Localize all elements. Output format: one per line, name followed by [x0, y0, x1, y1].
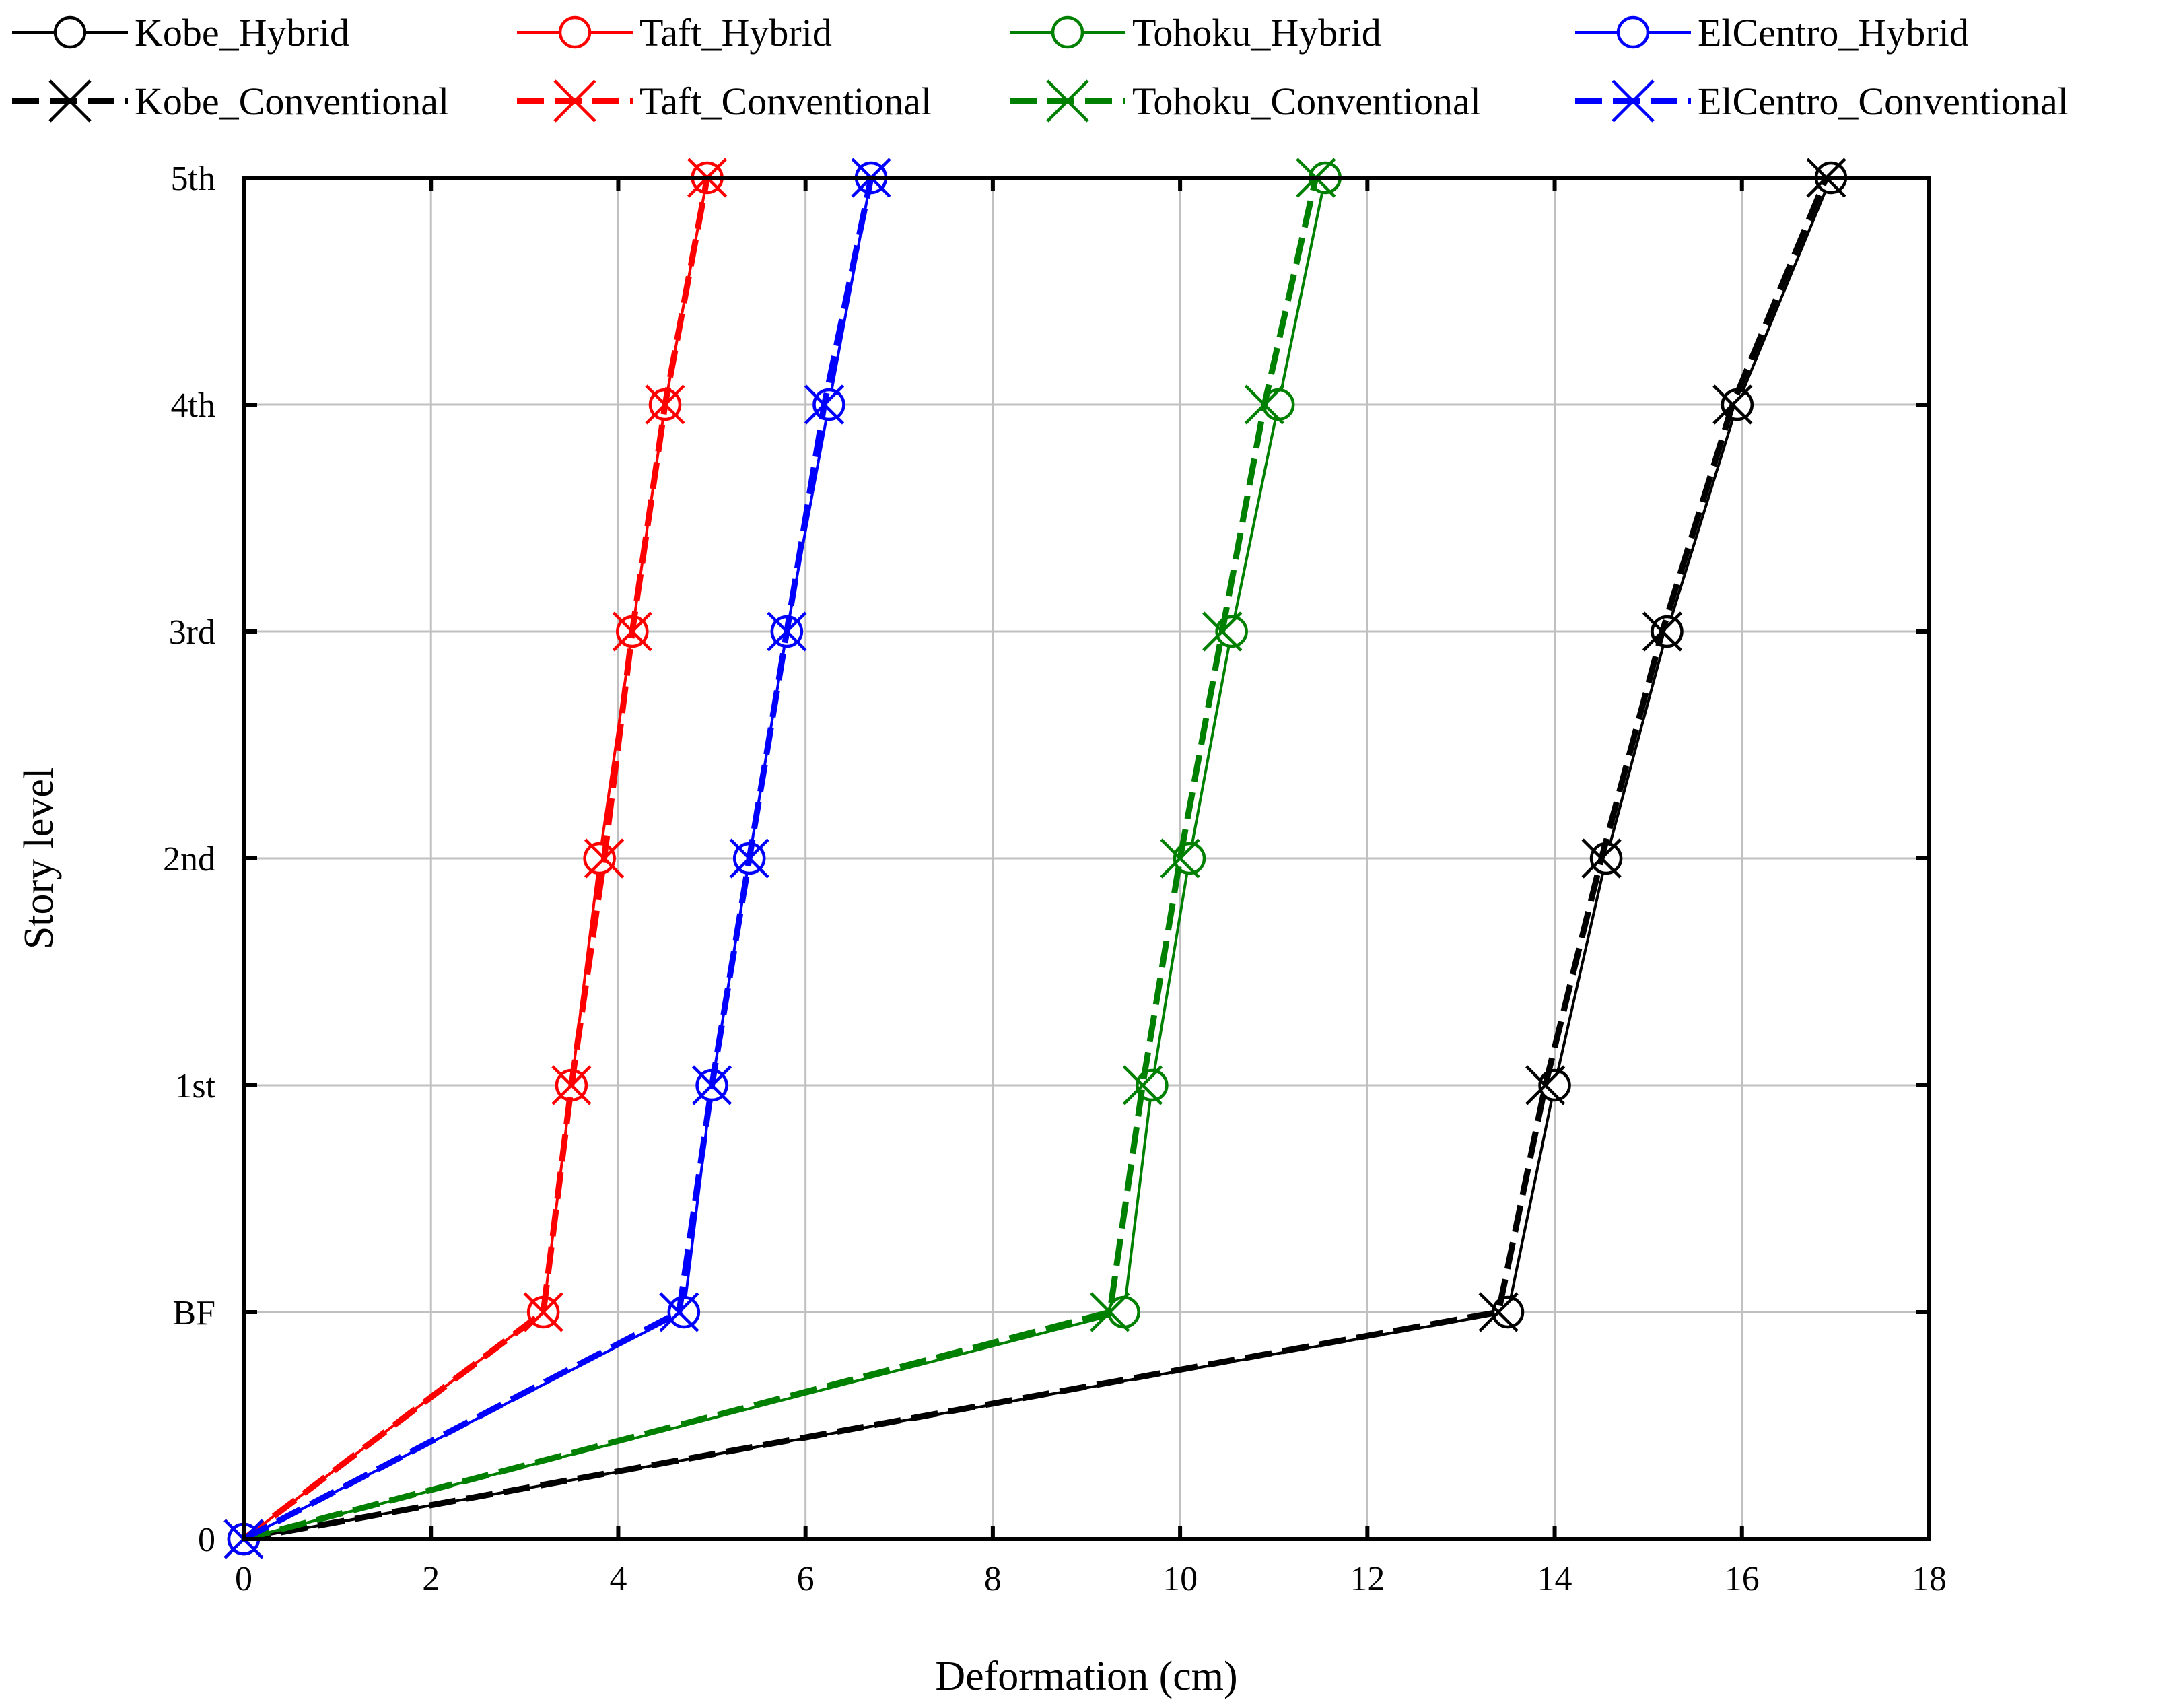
data-point-tohoku-conventional-stroke-b	[1244, 384, 1284, 425]
x-axis-label: Deformation (cm)	[935, 1653, 1237, 1699]
data-point-elcentro-conventional	[767, 611, 807, 652]
y-tick-label: 0	[198, 1521, 215, 1559]
legend-marker	[48, 79, 92, 123]
legend-item-kobe-hybrid: Kobe_Hybrid	[12, 11, 349, 55]
data-point-kobe-conventional	[1478, 1292, 1519, 1332]
legend-item-kobe-conventional: Kobe_Conventional	[12, 79, 449, 123]
data-point-elcentro-conventional	[804, 384, 845, 425]
x-tick-label: 18	[1912, 1560, 1947, 1598]
legend-item-tohoku-hybrid: Tohoku_Hybrid	[1010, 11, 1381, 55]
data-point-kobe-conventional-stroke-b	[1712, 384, 1753, 425]
data-point-elcentro-conventional	[691, 1065, 732, 1105]
axis-ticks: 0 2 4 6 8 10 12 14 16 18 0 BF 1st 2nd 3rd 4th 5th	[163, 160, 1947, 1598]
legend-item-taft-hybrid: Taft_Hybrid	[517, 11, 832, 55]
legend-marker	[53, 15, 87, 49]
legend-label: ElCentro_Hybrid	[1698, 11, 1969, 55]
legend-marker-stroke-b	[48, 79, 92, 123]
series-taft-conventional	[223, 158, 728, 1559]
legend-item-taft-conventional: Taft_Conventional	[517, 79, 932, 123]
legend-marker	[553, 79, 596, 123]
data-point-taft-conventional-stroke-b	[523, 1292, 563, 1332]
data-point-taft-conventional	[523, 1292, 563, 1332]
data-point-taft-hybrid	[583, 842, 616, 875]
legend-marker	[1046, 79, 1089, 123]
data-point-kobe-conventional	[1642, 611, 1683, 652]
y-tick-label: 3rd	[169, 613, 215, 652]
data-point-tohoku-conventional	[1122, 1065, 1163, 1105]
x-tick-label: 0	[235, 1560, 252, 1598]
data-point-tohoku-conventional	[1244, 384, 1284, 425]
data-point-taft-conventional-stroke-b	[645, 384, 685, 425]
legend-item-elcentro-conventional: ElCentro_Conventional	[1575, 79, 2069, 123]
data-point-tohoku-conventional	[1090, 1292, 1130, 1332]
data-point-taft-conventional	[645, 384, 685, 425]
data-point-elcentro-hybrid	[667, 1295, 701, 1329]
data-point-taft-conventional	[551, 1065, 592, 1105]
y-tick-label: 4th	[171, 386, 215, 425]
legend-label: Kobe_Hybrid	[135, 11, 349, 55]
legend-label: Kobe_Conventional	[135, 79, 449, 123]
legend-marker	[1612, 79, 1655, 123]
legend-marker	[1616, 15, 1650, 49]
legend-item-elcentro-hybrid: ElCentro_Hybrid	[1575, 11, 1969, 55]
data-point-kobe-conventional	[1712, 384, 1753, 425]
data-point-tohoku-conventional-stroke-b	[1160, 838, 1200, 879]
data-point-tohoku-conventional-stroke-b	[1202, 611, 1243, 652]
legend-label: Tohoku_Conventional	[1132, 79, 1481, 123]
data-point-elcentro-conventional	[659, 1292, 699, 1332]
x-tick-label: 12	[1350, 1560, 1385, 1598]
legend-marker-stroke-b	[1046, 79, 1089, 123]
legend-marker-stroke-b	[1612, 79, 1655, 123]
y-axis-label: Story level	[16, 767, 62, 949]
x-tick-label: 6	[797, 1560, 815, 1598]
data-point-elcentro-conventional-stroke-b	[804, 384, 845, 425]
data-point-kobe-conventional	[1525, 1065, 1566, 1105]
data-point-tohoku-conventional	[1202, 611, 1243, 652]
data-point-kobe-conventional-stroke-b	[1525, 1065, 1566, 1105]
x-tick-label: 16	[1725, 1560, 1760, 1598]
y-tick-label: 1st	[174, 1067, 215, 1105]
legend-marker-stroke-b	[553, 79, 596, 123]
y-tick-label: 2nd	[163, 840, 215, 879]
x-tick-label: 4	[609, 1560, 627, 1598]
legend-label: Taft_Hybrid	[639, 11, 832, 55]
x-tick-label: 2	[422, 1560, 440, 1598]
data-point-tohoku-conventional-stroke-b	[1090, 1292, 1130, 1332]
legend-label: Tohoku_Hybrid	[1132, 11, 1381, 55]
data-point-taft-conventional-stroke-b	[551, 1065, 592, 1105]
data-point-tohoku-conventional-stroke-b	[1122, 1065, 1163, 1105]
legend-item-tohoku-conventional: Tohoku_Conventional	[1010, 79, 1481, 123]
data-point-kobe-conventional-stroke-b	[1642, 611, 1683, 652]
data-point-taft-conventional	[612, 611, 652, 652]
legend-label: ElCentro_Conventional	[1698, 79, 2069, 123]
x-tick-label: 14	[1537, 1560, 1572, 1598]
data-point-elcentro-conventional-stroke-b	[767, 611, 807, 652]
x-tick-label: 10	[1163, 1560, 1198, 1598]
legend: Kobe_Hybrid Taft_Hybrid Tohoku_Hybrid ElCen…	[12, 11, 2069, 123]
data-point-elcentro-conventional-stroke-b	[691, 1065, 732, 1105]
data-point-kobe-conventional	[1581, 838, 1622, 879]
data-point-taft-conventional-stroke-b	[584, 838, 625, 879]
legend-marker	[1051, 15, 1084, 49]
data-point-taft-conventional-stroke-b	[612, 611, 652, 652]
data-point-elcentro-conventional	[729, 838, 769, 879]
series-layer	[223, 158, 1848, 1559]
data-point-kobe-conventional-stroke-b	[1478, 1292, 1519, 1332]
y-tick-label: BF	[172, 1294, 215, 1332]
data-point-taft-conventional	[584, 838, 625, 879]
y-tick-label: 5th	[171, 160, 215, 198]
data-point-kobe-conventional-stroke-b	[1581, 838, 1622, 879]
data-point-elcentro-conventional-stroke-b	[659, 1292, 699, 1332]
legend-marker	[558, 15, 592, 49]
legend-label: Taft_Conventional	[639, 79, 932, 123]
x-tick-label: 8	[984, 1560, 1002, 1598]
data-point-elcentro-conventional-stroke-b	[729, 838, 769, 879]
data-point-tohoku-conventional	[1160, 838, 1200, 879]
